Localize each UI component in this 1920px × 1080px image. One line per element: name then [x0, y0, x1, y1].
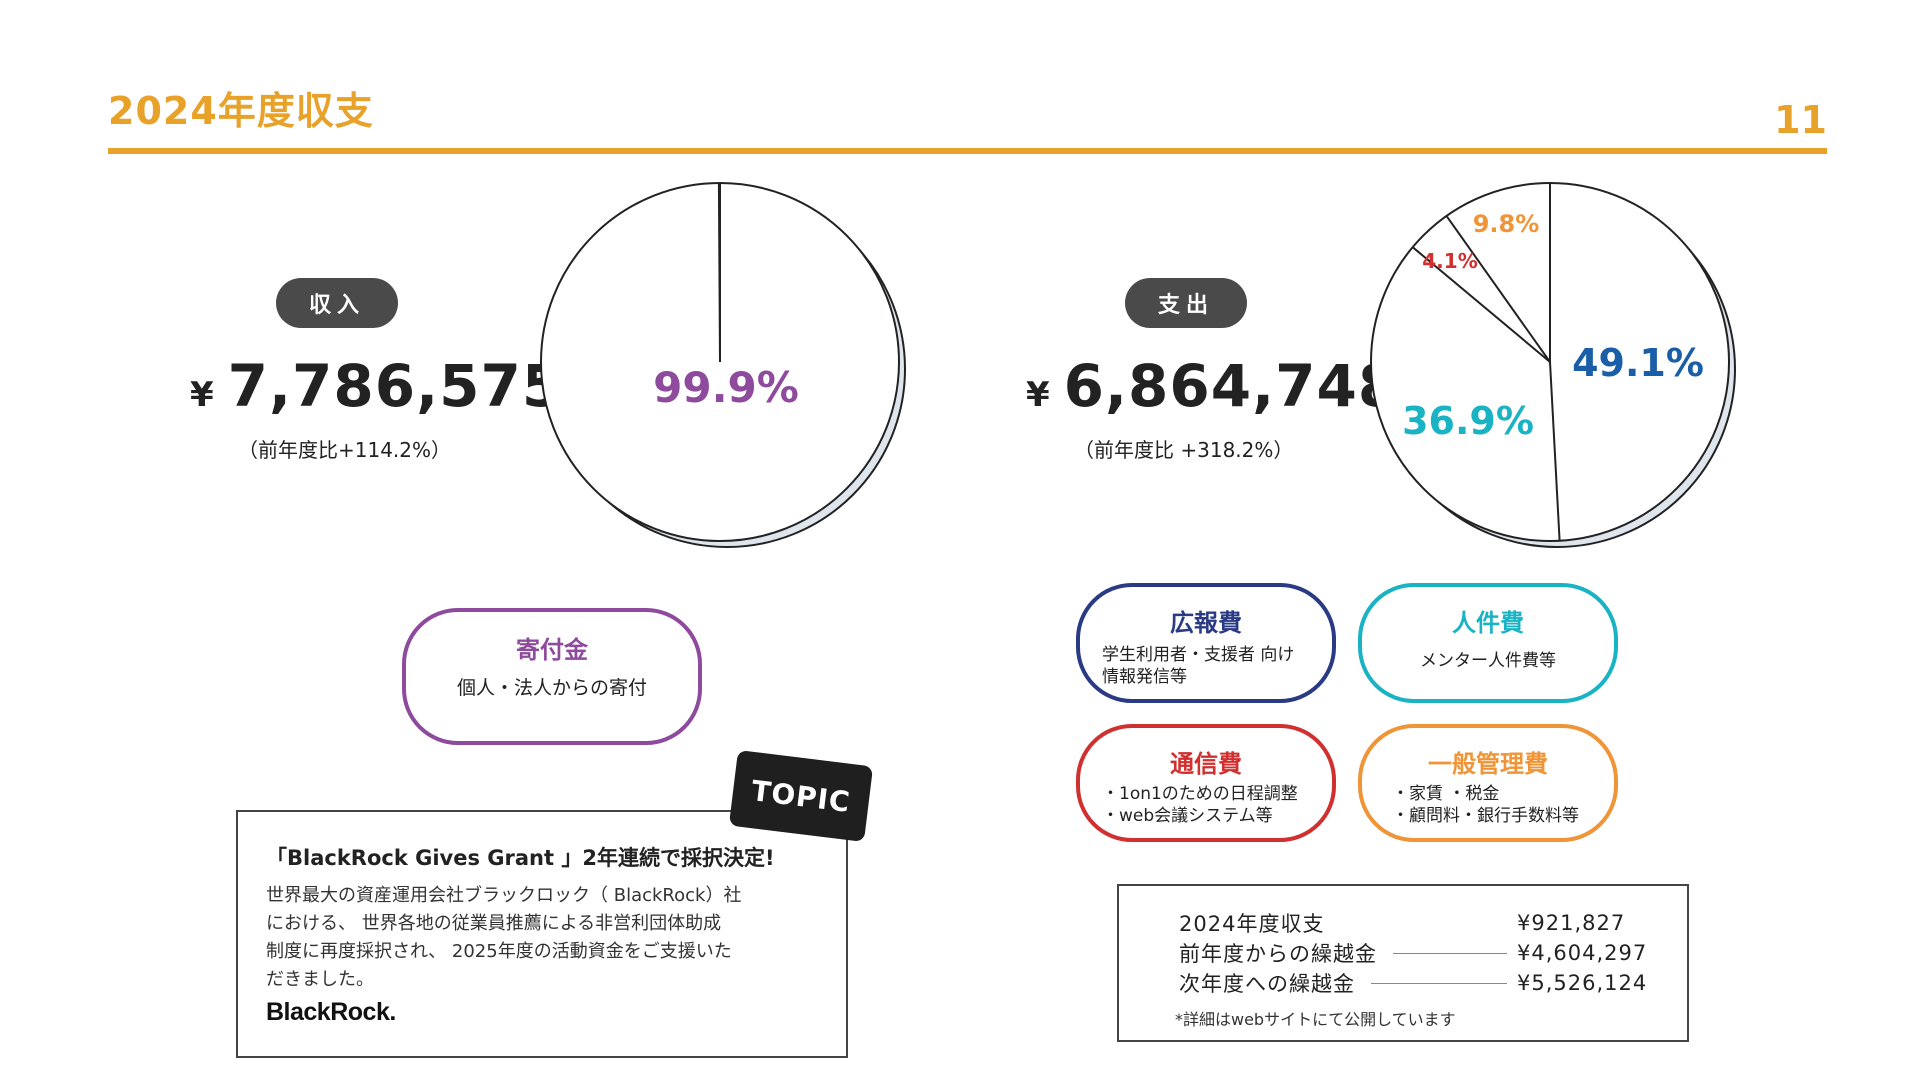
- category-donation: 寄付金 個人・法人からの寄付: [402, 608, 702, 745]
- page-number: 11: [1774, 98, 1827, 142]
- expense-pill: 支出: [1125, 278, 1247, 328]
- category-pr-desc: 学生利用者・支援者 向け 情報発信等: [1102, 644, 1332, 688]
- category-pr-desc-line: 学生利用者・支援者 向け: [1102, 645, 1295, 665]
- title-rule: [108, 148, 1827, 154]
- summary-row: 次年度への繰越金 ¥5,526,124: [1179, 968, 1648, 998]
- summary-row-value: ¥5,526,124: [1517, 971, 1648, 995]
- topic-tag: TOPIC: [728, 749, 874, 843]
- summary-row-label: 次年度への繰越金: [1179, 972, 1355, 996]
- topic-body: 世界最大の資産運用会社ブラックロック（ BlackRock）社 における、 世界…: [266, 882, 741, 994]
- category-pr-desc-line: 情報発信等: [1102, 667, 1187, 687]
- category-communication-desc-line: ・1on1のための日程調整: [1102, 784, 1298, 804]
- expense-amount: 6,864,748: [1063, 352, 1400, 420]
- category-pr: 広報費 学生利用者・支援者 向け 情報発信等: [1076, 583, 1336, 703]
- summary-leader-line: [1371, 982, 1507, 984]
- category-donation-title: 寄付金: [516, 636, 588, 664]
- category-communication: 通信費 ・1on1のための日程調整 ・web会議システム等: [1076, 724, 1336, 842]
- topic-body-line: だきました。: [266, 969, 374, 990]
- expense-currency: ¥: [1026, 375, 1050, 415]
- summary-row-label: 前年度からの繰越金: [1179, 942, 1377, 966]
- summary-row-value: ¥4,604,297: [1517, 941, 1648, 965]
- expense-pie-chart: 49.1% 36.9% 4.1% 9.8%: [1370, 182, 1736, 548]
- income-amount-row: ¥ 7,786,575: [190, 352, 563, 420]
- category-communication-desc: ・1on1のための日程調整 ・web会議システム等: [1102, 783, 1332, 827]
- category-personnel: 人件費 メンター人件費等: [1358, 583, 1618, 703]
- category-personnel-title: 人件費: [1452, 609, 1524, 637]
- expense-pie-slice-boundary: [1549, 361, 1561, 541]
- category-donation-desc: 個人・法人からの寄付: [456, 677, 647, 699]
- income-amount: 7,786,575: [227, 352, 564, 420]
- summary-rows: 2024年度収支 ¥921,827 前年度からの繰越金 ¥4,604,297 次…: [1179, 908, 1648, 998]
- category-admin: 一般管理費 ・家賃 ・税金 ・顧問料・銀行手数料等: [1358, 724, 1618, 842]
- expense-pie-label-pr: 49.1%: [1572, 341, 1704, 385]
- topic-heading: 「BlackRock Gives Grant 」2年連続で採択決定!: [266, 846, 775, 870]
- category-admin-title: 一般管理費: [1428, 750, 1548, 778]
- expense-pie-label-personnel: 36.9%: [1402, 399, 1534, 443]
- category-personnel-desc: メンター人件費等: [1420, 651, 1556, 671]
- expense-amount-row: ¥ 6,864,748: [1026, 352, 1399, 420]
- income-currency: ¥: [190, 375, 214, 415]
- summary-note: *詳細はwebサイトにて公開しています: [1175, 1010, 1456, 1029]
- summary-row: 前年度からの繰越金 ¥4,604,297: [1179, 938, 1648, 968]
- income-pie-slice-boundary: [717, 182, 721, 363]
- topic-box: 「BlackRock Gives Grant 」2年連続で採択決定! 世界最大の…: [236, 810, 848, 1058]
- expense-pie-label-comm: 4.1%: [1422, 249, 1477, 273]
- topic-body-line: における、 世界各地の従業員推薦による非営利団体助成: [266, 913, 722, 934]
- expense-pie-label-admin: 9.8%: [1473, 210, 1540, 238]
- expense-yoy: （前年度比 +318.2%）: [1074, 438, 1294, 462]
- page-title: 2024年度収支: [108, 89, 374, 133]
- summary-box: 2024年度収支 ¥921,827 前年度からの繰越金 ¥4,604,297 次…: [1117, 884, 1689, 1042]
- expense-pie-slice-boundary: [1412, 246, 1551, 363]
- topic-body-line: 制度に再度採択され、 2025年度の活動資金をご支援いた: [266, 941, 732, 962]
- category-pr-title: 広報費: [1170, 609, 1242, 637]
- category-communication-title: 通信費: [1170, 750, 1242, 778]
- expense-pie-slice-boundary: [1445, 215, 1551, 363]
- blackrock-logo: BlackRock.: [266, 998, 396, 1026]
- category-admin-desc-line: ・家賃 ・税金: [1392, 784, 1500, 804]
- category-admin-desc-line: ・顧問料・銀行手数料等: [1392, 806, 1579, 826]
- summary-leader-line: [1393, 952, 1507, 954]
- income-pie-chart: 99.9%: [540, 182, 906, 548]
- summary-row-value: ¥921,827: [1517, 911, 1626, 935]
- income-pie-label: 99.9%: [653, 363, 799, 412]
- topic-body-line: 世界最大の資産運用会社ブラックロック（ BlackRock）社: [266, 885, 742, 906]
- income-yoy: （前年度比+114.2%）: [238, 438, 452, 462]
- summary-row: 2024年度収支 ¥921,827: [1179, 908, 1639, 938]
- category-admin-desc: ・家賃 ・税金 ・顧問料・銀行手数料等: [1392, 783, 1614, 827]
- summary-row-label: 2024年度収支: [1179, 912, 1325, 936]
- category-communication-desc-line: ・web会議システム等: [1102, 806, 1273, 826]
- income-pill: 収入: [276, 278, 398, 328]
